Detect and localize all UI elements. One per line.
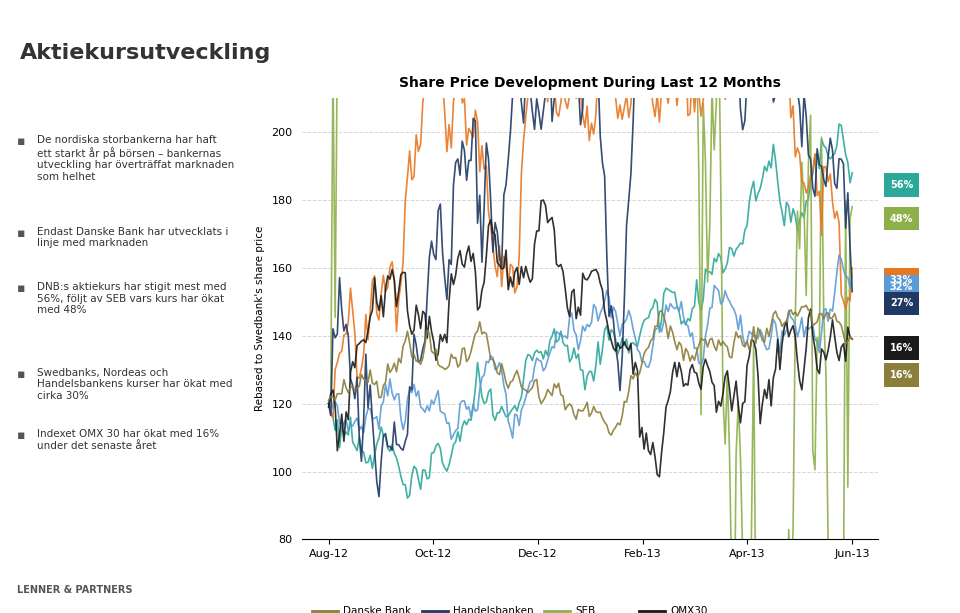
Text: LENNER & PARTNERS: LENNER & PARTNERS (17, 585, 132, 595)
Text: ▪: ▪ (17, 282, 26, 295)
Legend: Danske Bank, DNB, Handelsbanken, Nordea, SEB, Swedbank, OMX30: Danske Bank, DNB, Handelsbanken, Nordea,… (307, 602, 712, 613)
FancyBboxPatch shape (884, 275, 919, 299)
FancyBboxPatch shape (884, 207, 919, 230)
Y-axis label: Rebased to Swedbank's share price: Rebased to Swedbank's share price (254, 226, 265, 411)
Text: De nordiska storbankerna har haft
ett starkt år på börsen – bankernas
utveckling: De nordiska storbankerna har haft ett st… (36, 135, 234, 182)
Text: Indexet OMX 30 har ökat med 16%
under det senaste året: Indexet OMX 30 har ökat med 16% under de… (36, 429, 219, 451)
Text: ▪: ▪ (17, 227, 26, 240)
Text: Swedbanks, Nordeas och
Handelsbankens kurser har ökat med
cirka 30%: Swedbanks, Nordeas och Handelsbankens ku… (36, 368, 232, 401)
Text: 33%: 33% (890, 275, 913, 284)
FancyBboxPatch shape (884, 292, 919, 315)
Text: ▪: ▪ (17, 368, 26, 381)
Text: 27%: 27% (890, 299, 913, 308)
Text: 16%: 16% (890, 370, 913, 380)
Text: DNB:s aktiekurs har stigit mest med
56%, följt av SEB vars kurs har ökat
med 48%: DNB:s aktiekurs har stigit mest med 56%,… (36, 282, 227, 315)
Text: 16%: 16% (890, 343, 913, 352)
Text: 32%: 32% (890, 281, 913, 292)
FancyBboxPatch shape (884, 336, 919, 359)
Text: 56%: 56% (890, 180, 913, 189)
FancyBboxPatch shape (884, 363, 919, 387)
Text: ▪: ▪ (17, 429, 26, 442)
Title: Share Price Development During Last 12 Months: Share Price Development During Last 12 M… (399, 76, 781, 90)
Text: Aktiekursutveckling: Aktiekursutveckling (20, 43, 271, 63)
Text: 48%: 48% (890, 213, 913, 224)
FancyBboxPatch shape (884, 268, 919, 292)
FancyBboxPatch shape (884, 173, 919, 197)
Text: ▪: ▪ (17, 135, 26, 148)
Text: Endast Danske Bank har utvecklats i
linje med marknaden: Endast Danske Bank har utvecklats i linj… (36, 227, 228, 248)
